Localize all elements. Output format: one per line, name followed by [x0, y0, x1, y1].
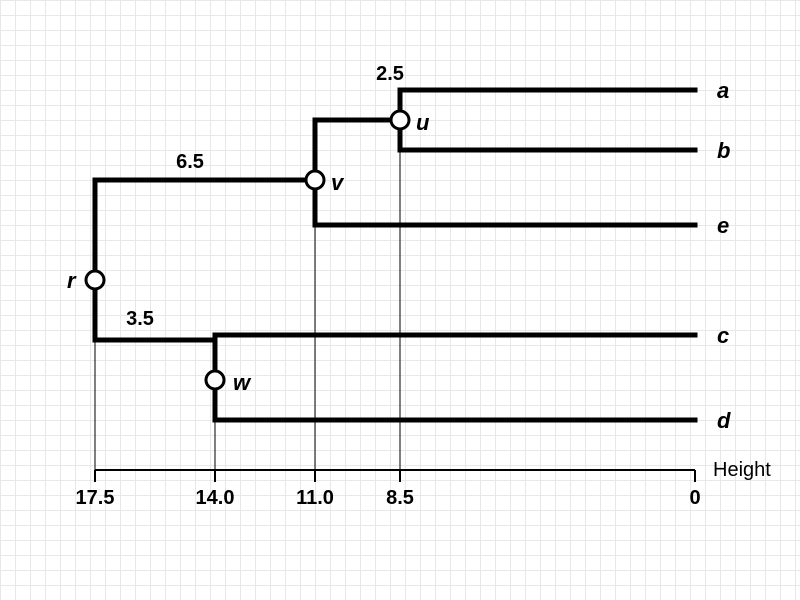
dendrogram-diagram: 17.5 14.0 11.0 8.5 0 Height r w v u a b e c d 6.5 2.5 3.5 [0, 0, 800, 600]
node-r [86, 271, 104, 289]
node-label-w: w [233, 370, 252, 395]
leaf-label-c: c [717, 323, 729, 348]
axis-title: Height [713, 459, 771, 481]
leaf-label-e: e [717, 213, 729, 238]
axis-tick-label: 11.0 [296, 487, 334, 509]
axis-tick-label: 14.0 [196, 487, 235, 509]
node-label-r: r [67, 268, 77, 293]
edge-length-label: 2.5 [376, 63, 404, 85]
edge-length-label: 3.5 [126, 308, 154, 330]
node-u [391, 111, 409, 129]
leaf-label-d: d [717, 408, 731, 433]
leaf-label-a: a [717, 78, 729, 103]
node-label-u: u [416, 110, 430, 135]
edge-length-label: 6.5 [176, 151, 204, 173]
node-label-v: v [331, 170, 345, 195]
node-w [206, 371, 224, 389]
leaf-label-b: b [717, 138, 730, 163]
axis-tick-label: 0 [689, 487, 700, 509]
axis-tick-label: 17.5 [76, 487, 115, 509]
node-v [306, 171, 324, 189]
axis-tick-label: 8.5 [386, 487, 414, 509]
